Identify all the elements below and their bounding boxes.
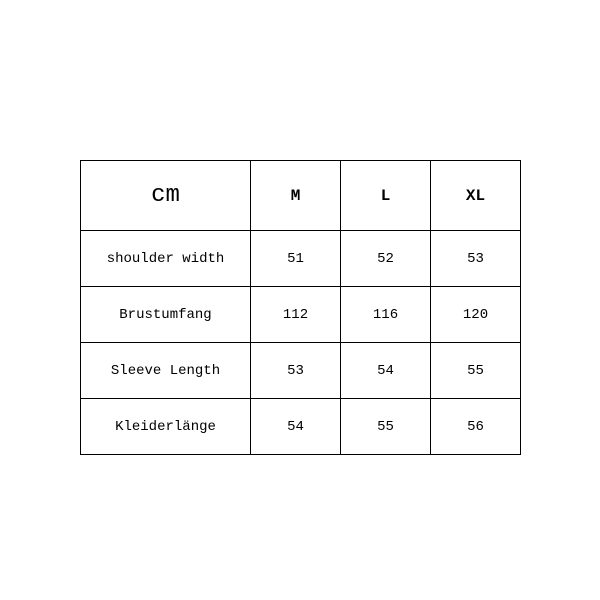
cell: 53 [251, 343, 341, 399]
cell: 55 [431, 343, 521, 399]
table-row: Kleiderlänge 54 55 56 [81, 399, 521, 455]
measure-label: Kleiderlänge [81, 399, 251, 455]
measure-label: shoulder width [81, 231, 251, 287]
measure-label: Sleeve Length [81, 343, 251, 399]
measure-label: Brustumfang [81, 287, 251, 343]
table-row: Brustumfang 112 116 120 [81, 287, 521, 343]
table-row: shoulder width 51 52 53 [81, 231, 521, 287]
size-header-l: L [341, 161, 431, 231]
cell: 53 [431, 231, 521, 287]
header-row: cm M L XL [81, 161, 521, 231]
cell: 112 [251, 287, 341, 343]
cell: 54 [341, 343, 431, 399]
unit-header: cm [81, 161, 251, 231]
cell: 116 [341, 287, 431, 343]
cell: 54 [251, 399, 341, 455]
size-chart-table: cm M L XL shoulder width 51 52 53 Brustu… [80, 160, 521, 455]
table-row: Sleeve Length 53 54 55 [81, 343, 521, 399]
page: cm M L XL shoulder width 51 52 53 Brustu… [0, 0, 600, 600]
cell: 56 [431, 399, 521, 455]
size-header-m: M [251, 161, 341, 231]
size-header-xl: XL [431, 161, 521, 231]
cell: 120 [431, 287, 521, 343]
cell: 52 [341, 231, 431, 287]
cell: 51 [251, 231, 341, 287]
cell: 55 [341, 399, 431, 455]
